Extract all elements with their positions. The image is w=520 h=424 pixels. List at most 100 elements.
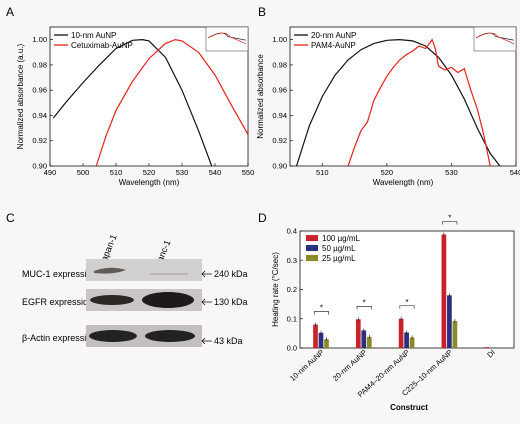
chart-b: 510 520 530 540 0.90 0.92 0.94 0.96 0.98 1.00 Wave…: [256, 26, 520, 187]
blot-row-label-actin: β-Actin expression: [22, 333, 96, 343]
bar: [409, 337, 415, 348]
legend-label: PAM4-AuNP: [311, 41, 356, 50]
panel-letter-b: B: [258, 5, 266, 19]
blot-band-muc1-capan: [94, 267, 126, 274]
legend-label: 50 µg/mL: [322, 244, 356, 253]
y-tick-label: 0.0: [287, 344, 297, 353]
y-tick-label: 0.2: [287, 285, 297, 294]
chart-d: 0.0 0.1 0.2 0.3 0.4 Heating rate (°C/sec) Cons…: [271, 214, 515, 412]
bar: [484, 347, 490, 348]
significance-marker: *: [405, 298, 408, 307]
x-axis-label: Construct: [390, 403, 428, 412]
significance-marker: *: [363, 298, 366, 307]
legend-label: Cetuximab-AuNP: [71, 41, 133, 50]
significance-marker: *: [320, 304, 323, 313]
panel-letter-a: A: [6, 5, 14, 19]
kda-label-130: 130 kDa: [214, 297, 248, 307]
y-axis-label: Normalized absorbance: [256, 54, 265, 139]
significance-marker: *: [448, 214, 451, 223]
blot-band-actin-panc: [145, 330, 195, 342]
series-line-2: [95, 38, 248, 166]
x-tick-label: 20-nm AuNP: [331, 348, 369, 383]
y-tick-label: 0.4: [287, 227, 297, 236]
legend-label: 10-nm AuNP: [71, 31, 116, 40]
significance-bracket: [313, 311, 329, 315]
plot-frame: [299, 230, 515, 349]
bar: [318, 332, 324, 348]
x-tick-label: 510: [316, 168, 329, 177]
arrow-icon: [201, 298, 212, 306]
bar: [324, 339, 329, 348]
y-axis-label: Normalized absorbance (a.u.): [16, 43, 25, 149]
inset-curve-2: [207, 32, 247, 45]
bar: [366, 336, 372, 348]
x-axis-label: Wavelength (nm): [373, 178, 434, 187]
western-blot: Capan-1 Panc-1 MUC-1 expression EGFR exp…: [22, 233, 248, 347]
x-tick-label: 510: [110, 168, 123, 177]
blot-band-egfr-panc: [142, 292, 194, 308]
x-tick-label: DI: [485, 348, 497, 360]
arrow-icon: [201, 270, 212, 278]
series-line-1: [295, 38, 501, 166]
blot-row-label-egfr: EGFR expression: [22, 297, 93, 307]
y-tick-label: 0.92: [32, 136, 47, 145]
series-line-1: [52, 38, 213, 166]
legend-label: 100 µg/mL: [322, 234, 361, 243]
x-tick-label: 10-nm AuNP: [288, 348, 326, 383]
y-tick-label: 0.98: [272, 60, 287, 69]
significance-bracket: [356, 306, 372, 310]
x-tick-label: 540: [510, 168, 520, 177]
y-axis-label: Heating rate (°C/sec): [271, 252, 280, 327]
bar: [441, 234, 447, 348]
panel-letter-d: D: [258, 211, 267, 225]
bar: [404, 332, 409, 348]
inset-frame: [473, 26, 517, 52]
inset-curve-2: [475, 32, 515, 45]
bar: [452, 321, 458, 348]
legend-label: 25 µg/mL: [322, 254, 356, 263]
bar: [398, 318, 404, 348]
significance-bracket: [399, 305, 415, 309]
x-tick-label: 550: [242, 168, 255, 177]
y-tick-label: 1.00: [272, 35, 287, 44]
x-tick-label: 490: [44, 168, 57, 177]
y-tick-label: 0.90: [32, 162, 47, 171]
bar: [313, 324, 318, 348]
series-line-2: [347, 38, 491, 166]
y-tick-label: 1.00: [32, 35, 47, 44]
arrow-icon: [201, 337, 212, 345]
kda-label-240: 240 kDa: [214, 269, 248, 279]
y-tick-label: 0.94: [272, 111, 287, 120]
blot-strip-muc1: [86, 259, 202, 281]
bar: [447, 295, 452, 348]
kda-label-43: 43 kDa: [214, 336, 243, 346]
x-tick-label: 530: [445, 168, 458, 177]
x-tick-label: 540: [209, 168, 222, 177]
x-tick-label: 530: [176, 168, 189, 177]
legend-swatch: [306, 255, 318, 261]
bar: [355, 319, 361, 348]
y-tick-label: 0.96: [272, 86, 287, 95]
chart-a: 490 500 510 520 530 540 550 0.90 0.92 0.94 0.96 0.9…: [16, 26, 255, 187]
x-tick-label: 520: [381, 168, 394, 177]
blot-band-actin-capan: [89, 330, 137, 342]
blot-band-egfr-capan: [90, 295, 134, 305]
blot-row-label-muc1: MUC-1 expression: [22, 269, 97, 279]
x-tick-label: 520: [143, 168, 156, 177]
y-tick-label: 0.1: [287, 314, 297, 323]
x-tick-label: 500: [77, 168, 90, 177]
panel-letter-c: C: [6, 211, 15, 225]
y-tick-label: 0.98: [32, 60, 47, 69]
y-tick-label: 0.96: [32, 86, 47, 95]
y-tick-label: 0.90: [272, 162, 287, 171]
legend-swatch: [306, 235, 318, 241]
y-tick-label: 0.94: [32, 111, 47, 120]
y-tick-label: 0.92: [272, 136, 287, 145]
bar: [361, 330, 367, 348]
x-axis-label: Wavelength (nm): [119, 178, 180, 187]
legend-label: 20-nm AuNP: [311, 31, 356, 40]
significance-bracket: [442, 221, 458, 225]
legend-swatch: [306, 245, 318, 251]
y-tick-label: 0.3: [287, 256, 297, 265]
